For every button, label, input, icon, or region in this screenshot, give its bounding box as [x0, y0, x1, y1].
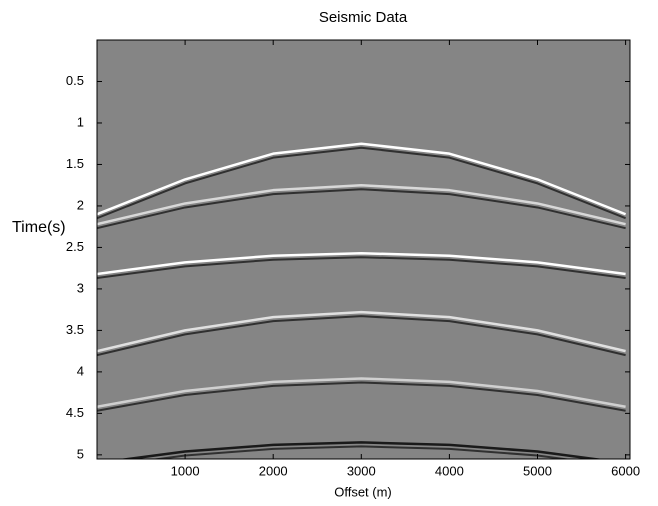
y-tick-label: 4: [77, 363, 84, 378]
y-tick-label: 2: [77, 197, 84, 212]
x-tick-label: 2000: [259, 463, 288, 478]
reflection-shadow: [97, 188, 626, 230]
reflection-shadow: [97, 256, 626, 279]
x-tick-label: 6000: [611, 463, 640, 478]
reflection-shadow: [97, 381, 626, 412]
y-tick-label: 0.5: [66, 73, 84, 88]
reflection: [97, 251, 626, 276]
reflection: [97, 183, 626, 226]
reflection: [118, 441, 604, 459]
x-tick-label: 4000: [435, 463, 464, 478]
reflection-shadow: [97, 146, 626, 220]
x-tick-label: 5000: [523, 463, 552, 478]
plot-frame: [96, 39, 631, 460]
y-tick-label: 2.5: [66, 239, 84, 254]
plot-area: [97, 40, 630, 459]
reflection-shadow: [97, 315, 626, 357]
reflection: [97, 377, 626, 408]
reflection: [97, 310, 626, 353]
reflection: [97, 142, 627, 216]
y-tick-label: 4.5: [66, 405, 84, 420]
x-axis-label: Offset (m): [334, 484, 392, 499]
y-tick-label: 5: [77, 446, 84, 461]
x-tick-label: 3000: [347, 463, 376, 478]
y-axis-label: Time(s): [12, 219, 66, 236]
y-tick-label: 1: [77, 114, 84, 129]
chart-title: Seismic Data: [319, 9, 408, 26]
y-tick-label: 3.5: [66, 322, 84, 337]
y-tick-label: 1.5: [66, 156, 84, 171]
y-tick-label: 3: [77, 280, 84, 295]
x-tick-label: 1000: [171, 463, 200, 478]
